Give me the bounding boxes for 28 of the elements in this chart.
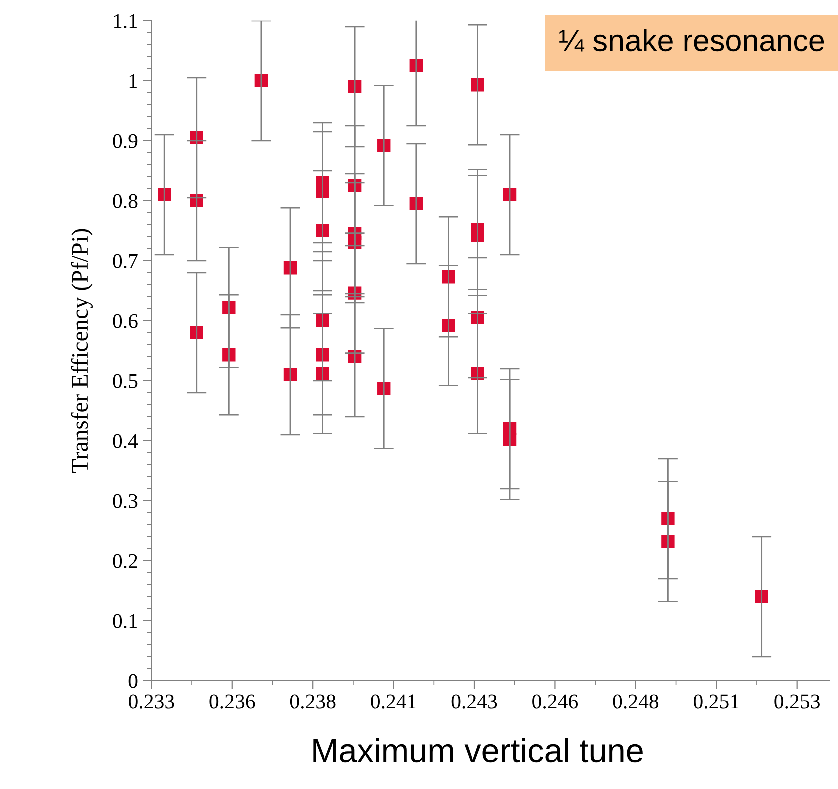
x-tick-label: 0.248 xyxy=(613,694,659,709)
point xyxy=(284,368,298,382)
x-tick-label: 0.233 xyxy=(129,694,174,709)
x-tick-label: 0.246 xyxy=(532,694,578,709)
point xyxy=(503,188,517,202)
point xyxy=(284,262,298,275)
x-tick-label: 0.253 xyxy=(774,694,820,709)
y-tick-label: 0.3 xyxy=(113,494,138,508)
y-tick-label: 0.1 xyxy=(113,614,138,628)
x-tick-label: 0.243 xyxy=(452,694,498,709)
annotation: ¼ snake resonance xyxy=(560,29,824,52)
y-tick-label: 0.6 xyxy=(113,314,138,328)
y-tick-label: 0.4 xyxy=(113,434,138,448)
y-tick-label: 0.5 xyxy=(113,374,138,388)
y-tick-label: 0.9 xyxy=(113,134,138,148)
y-tick-label: 0.8 xyxy=(113,194,138,208)
x-tick-label: 0.238 xyxy=(290,694,336,709)
y-tick-label: 0.7 xyxy=(113,254,138,268)
point xyxy=(503,433,517,446)
y-axis-title: Transfer Efficency (Pf/Pi) xyxy=(71,229,93,474)
x-axis-title: Maximum vertical tune xyxy=(314,738,643,763)
y-tick-label: 1.1 xyxy=(114,14,138,28)
y-tick-label: 0 xyxy=(128,674,138,688)
x-tick-label: 0.241 xyxy=(371,694,416,709)
y-tick-label: 1 xyxy=(130,74,138,88)
y-tick-label: 0.2 xyxy=(113,554,138,568)
x-tick-label: 0.251 xyxy=(694,694,739,709)
x-tick-label: 0.236 xyxy=(210,694,256,709)
